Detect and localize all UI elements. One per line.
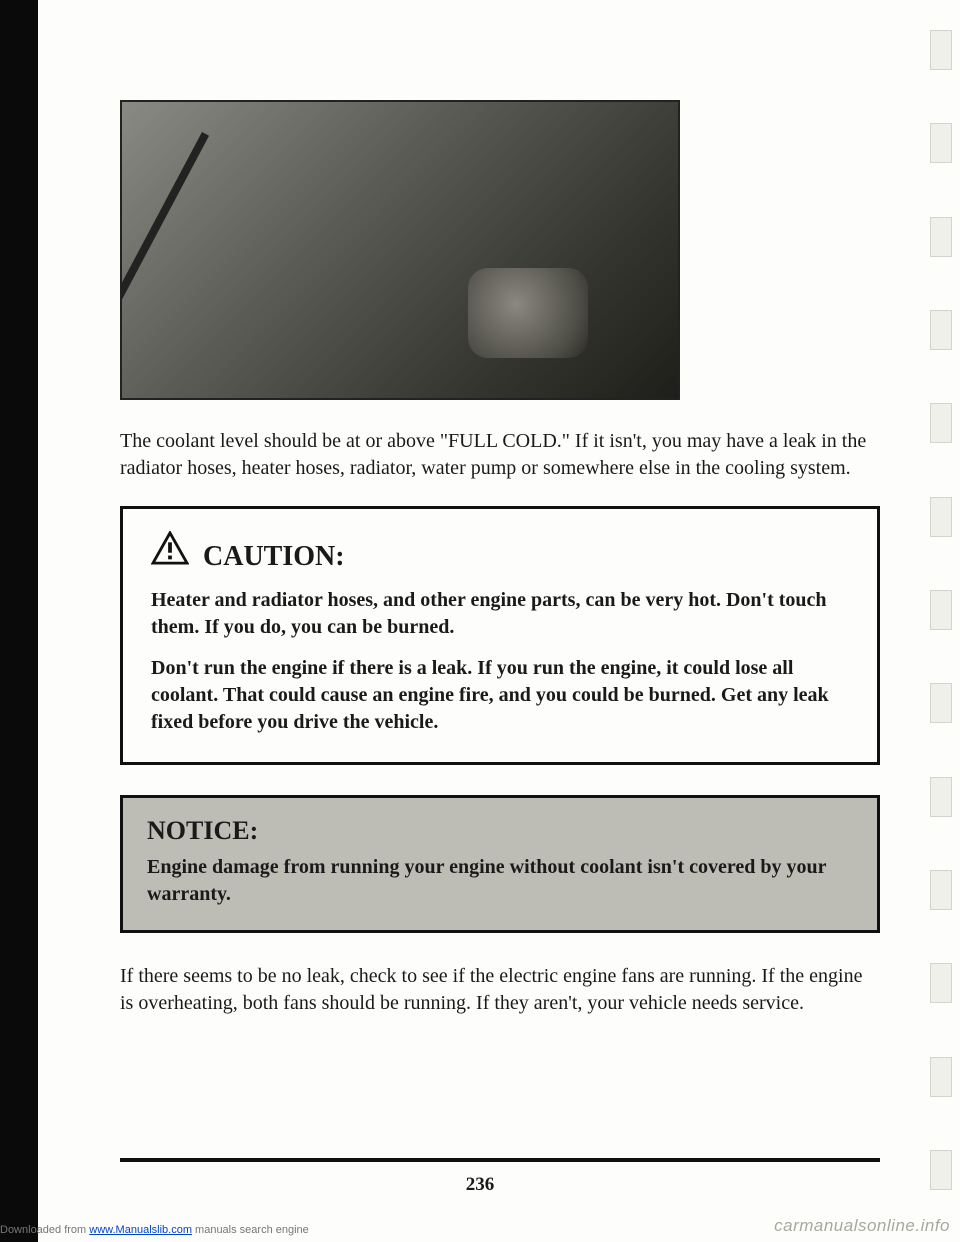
notice-box: NOTICE: Engine damage from running your … [120,795,880,933]
binder-hole [930,310,952,350]
binder-hole [930,1057,952,1097]
footer-left: Downloaded from www.Manualslib.com manua… [0,1224,309,1236]
warning-triangle-icon [151,531,189,565]
notice-title: NOTICE: [147,816,853,846]
binder-hole-strip [930,30,956,1190]
body-paragraph-2: If there seems to be no leak, check to s… [120,963,880,1017]
footer-right-watermark: carmanualsonline.info [774,1216,950,1236]
notice-paragraph: Engine damage from running your engine w… [147,854,853,908]
page-bottom-rule [120,1158,880,1162]
binder-hole [930,497,952,537]
caution-title: CAUTION: [203,541,345,573]
binder-hole [930,963,952,1003]
caution-paragraph-2: Don't run the engine if there is a leak.… [151,655,849,736]
binder-hole [930,777,952,817]
footer-left-suffix: manuals search engine [192,1224,309,1236]
binder-hole [930,123,952,163]
binder-hole [930,590,952,630]
caution-heading: CAUTION: [151,531,849,573]
page-number: 236 [466,1174,495,1196]
caution-box: CAUTION: Heater and radiator hoses, and … [120,506,880,765]
footer-left-prefix: Downloaded from [0,1224,89,1236]
engine-photo [120,100,680,400]
page-content: The coolant level should be at or above … [120,100,880,1041]
binder-hole [930,1150,952,1190]
body-paragraph-1: The coolant level should be at or above … [120,428,880,482]
binder-hole [930,403,952,443]
caution-paragraph-1: Heater and radiator hoses, and other eng… [151,587,849,641]
binder-hole [930,683,952,723]
binder-hole [930,870,952,910]
binder-hole [930,30,952,70]
footer-left-link[interactable]: www.Manualslib.com [89,1224,192,1236]
binder-hole [930,217,952,257]
left-black-strip [0,0,38,1242]
